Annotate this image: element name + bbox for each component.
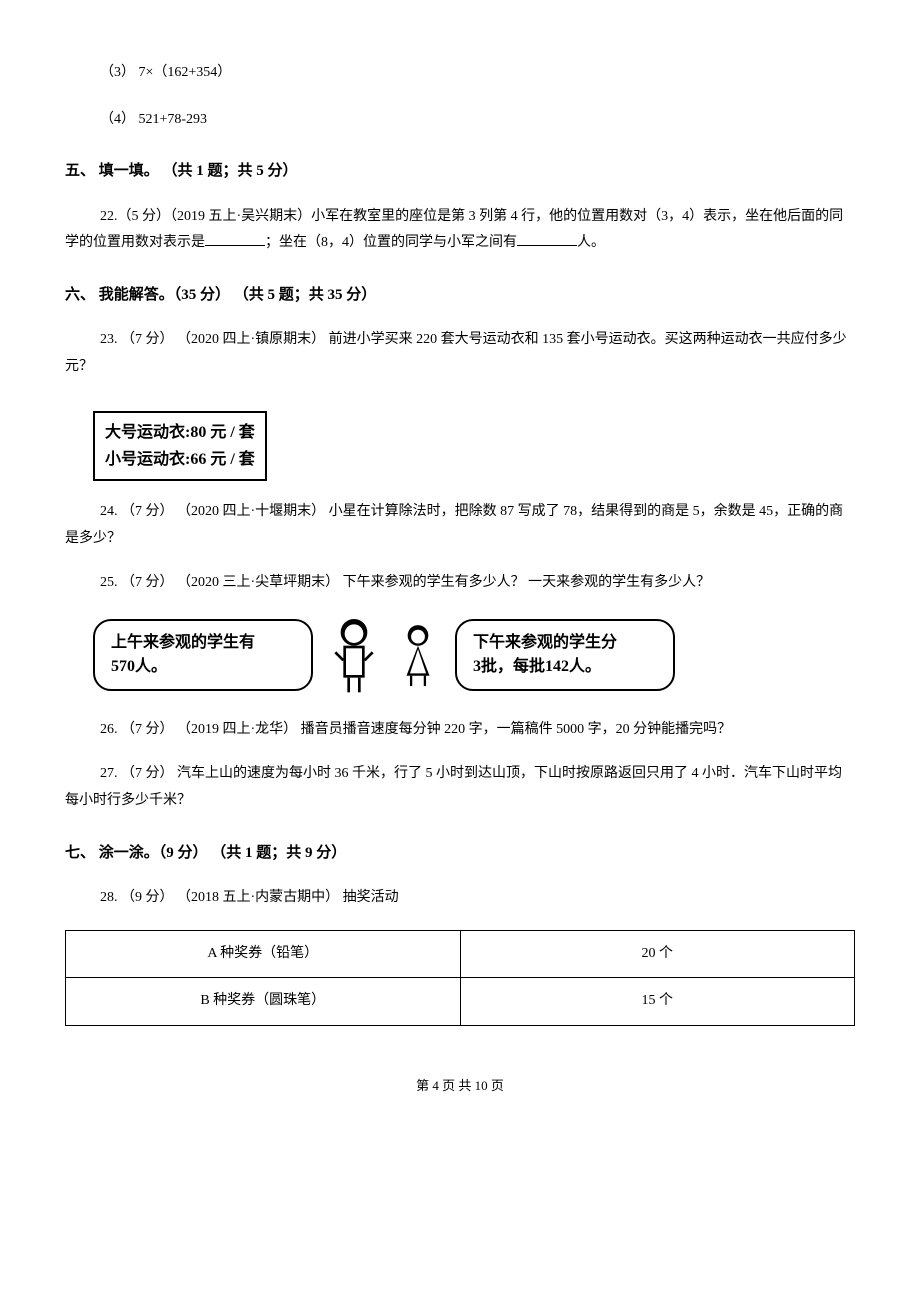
girl-figure-icon [395,619,441,691]
cell-b-label: B 种奖券（圆珠笔） [66,978,461,1026]
page-footer: 第 4 页 共 10 页 [65,1074,855,1099]
subitem-4: （4） 521+78-293 [65,107,855,134]
question-23: 23. （7 分） （2020 四上·镇原期末） 前进小学买来 220 套大号运… [65,327,855,380]
section-7-header: 七、 涂一涂。（9 分） （共 1 题；共 9 分） [65,839,855,868]
table-row: B 种奖券（圆珠笔） 15 个 [66,978,855,1026]
bubble-right-line1: 下午来参观的学生分 [473,631,657,655]
section-6-header: 六、 我能解答。（35 分） （共 5 题；共 35 分） [65,281,855,310]
cell-a-label: A 种奖券（铅笔） [66,930,461,978]
section-5-header: 五、 填一填。 （共 1 题；共 5 分） [65,157,855,186]
table-row: A 种奖券（铅笔） 20 个 [66,930,855,978]
q22-text-c: 人。 [577,235,605,250]
bubble-left-line2: 570人。 [111,655,295,679]
speech-bubble-right: 下午来参观的学生分 3批，每批142人。 [455,619,675,691]
speech-bubble-left: 上午来参观的学生有 570人。 [93,619,313,691]
q22-text-b: ；坐在（8，4）位置的同学与小军之间有 [265,235,517,250]
price-large: 大号运动衣:80 元 / 套 [105,419,255,446]
blank-2 [517,232,577,246]
subitem-3: （3） 7×（162+354） [65,60,855,87]
prize-table: A 种奖券（铅笔） 20 个 B 种奖券（圆珠笔） 15 个 [65,930,855,1026]
question-24: 24. （7 分） （2020 四上·十堰期末） 小星在计算除法时，把除数 87… [65,499,855,552]
price-box: 大号运动衣:80 元 / 套 小号运动衣:66 元 / 套 [93,411,267,481]
question-28: 28. （9 分） （2018 五上·内蒙古期中） 抽奖活动 [65,885,855,912]
cell-b-count: 15 个 [460,978,855,1026]
question-22: 22.（5 分）（2019 五上·吴兴期末）小军在教室里的座位是第 3 列第 4… [65,204,855,257]
bubble-left-line1: 上午来参观的学生有 [111,631,295,655]
price-small: 小号运动衣:66 元 / 套 [105,446,255,473]
q25-illustration: 上午来参观的学生有 570人。 下午来参观的学生分 3批，每批142人。 [93,615,855,695]
bubble-right-line2: 3批，每批142人。 [473,655,657,679]
blank-1 [205,232,265,246]
question-27: 27. （7 分） 汽车上山的速度为每小时 36 千米，行了 5 小时到达山顶，… [65,761,855,814]
question-26: 26. （7 分） （2019 四上·龙华） 播音员播音速度每分钟 220 字，… [65,717,855,744]
question-25: 25. （7 分） （2020 三上·尖草坪期末） 下午来参观的学生有多少人？ … [65,570,855,597]
cell-a-count: 20 个 [460,930,855,978]
boy-figure-icon [327,615,381,695]
